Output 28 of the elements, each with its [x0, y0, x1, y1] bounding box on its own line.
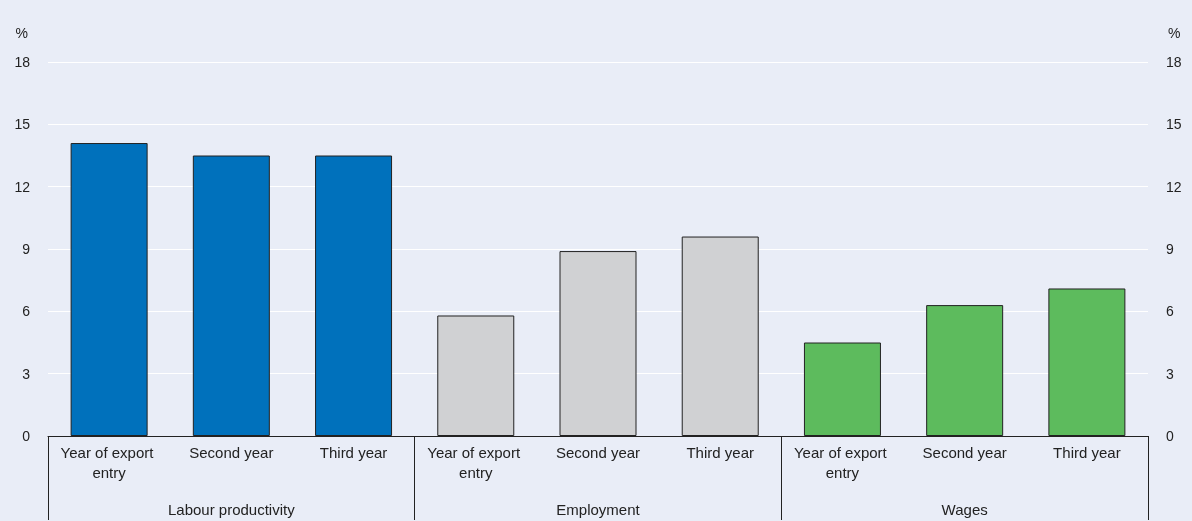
y2-tick-label: 0: [1166, 428, 1174, 444]
text: Employment: [556, 501, 641, 518]
y2-tick-label: 6: [1166, 303, 1174, 320]
y2-tick-label: 3: [1166, 365, 1174, 382]
y-tick-label: 6: [22, 303, 31, 320]
x-tick-label: Second year: [189, 443, 274, 461]
x-tick-label: Year of export entry: [60, 443, 158, 481]
y-axis-title: %: [15, 25, 28, 41]
x-tick-label: Third year: [319, 443, 388, 461]
y-tick-label: 3: [22, 365, 31, 382]
y2-tick-label: 15: [1166, 116, 1182, 133]
y-tick-label: 12: [14, 178, 31, 195]
x-tick-label: Year of export entry: [793, 443, 891, 481]
y-tick-label: 9: [22, 241, 31, 257]
y2-tick-label: 18: [1166, 54, 1182, 70]
text: Labour productivity: [167, 501, 296, 518]
x-tick-label: Third year: [1053, 443, 1121, 461]
y-tick-label: 0: [22, 428, 31, 444]
text: Wages: [941, 501, 988, 518]
x-tick-label: Second year: [922, 443, 1007, 461]
y2-tick-label: 12: [1166, 178, 1182, 195]
y-tick-label: 18: [14, 54, 31, 70]
x-tick-label: Second year: [555, 443, 641, 461]
x-tick-label: Year of export entry: [427, 443, 525, 481]
y2-tick-label: 9: [1166, 241, 1174, 257]
x-tick-label: Third year: [686, 443, 754, 461]
y2-axis-title: %: [1168, 25, 1181, 41]
y-tick-label: 15: [14, 116, 31, 133]
